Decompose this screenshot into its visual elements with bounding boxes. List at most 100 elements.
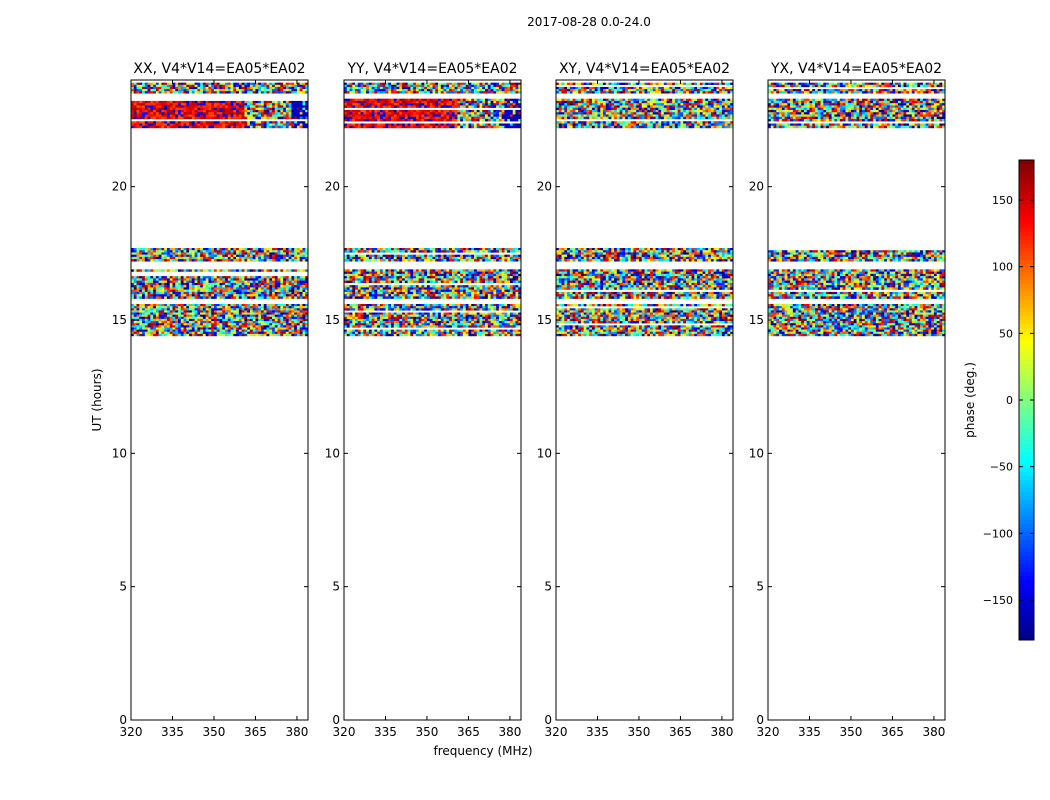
phase-cell [200, 256, 204, 260]
phase-cell [227, 294, 231, 297]
phase-cell [410, 248, 414, 251]
phase-cell [391, 312, 395, 315]
phase-cell [296, 123, 301, 126]
phase-cell [183, 269, 187, 272]
phase-cell [388, 316, 392, 320]
phase-cell [404, 304, 408, 307]
phase-cell [487, 248, 491, 251]
phase-cell [269, 312, 273, 315]
phase-cell [385, 278, 389, 281]
phase-cell [263, 89, 267, 92]
phase-cell [501, 333, 505, 337]
phase-cell [131, 312, 135, 315]
phase-cell [449, 294, 453, 297]
phase-cell [396, 250, 400, 253]
phase-cell [274, 285, 278, 288]
phase-cell [230, 278, 234, 281]
phase-cell [291, 312, 295, 315]
phase-cell [266, 125, 270, 129]
phase-cell [244, 123, 248, 126]
phase-cell [377, 256, 381, 260]
phase-cell [236, 254, 240, 258]
phase-cell [249, 278, 253, 281]
phase-cell [440, 269, 444, 272]
phase-cell [211, 107, 215, 111]
phase-cell [197, 107, 201, 111]
phase-cell [451, 318, 455, 322]
phase-cell [147, 121, 151, 124]
phase-cell [236, 291, 240, 295]
phase-cell [219, 114, 223, 117]
phase-cell [252, 310, 256, 313]
phase-cell [371, 329, 375, 332]
phase-cell [460, 273, 464, 277]
phase-cell [249, 306, 253, 309]
phase-cell [191, 86, 195, 90]
phase-cell [133, 321, 137, 324]
phase-cell [296, 84, 301, 88]
phase-cell [424, 321, 428, 324]
phase-cell [260, 294, 265, 297]
phase-cell [391, 269, 395, 272]
phase-cell [443, 271, 447, 275]
phase-cell [280, 323, 284, 326]
phase-cell [263, 291, 267, 295]
phase-cell [211, 325, 215, 328]
phase-cell [164, 308, 168, 311]
phase-cell [222, 318, 226, 322]
phase-cell [274, 82, 278, 85]
phase-cell [200, 109, 204, 113]
phase-cell [518, 323, 522, 326]
phase-cell [158, 125, 162, 129]
phase-cell [368, 248, 372, 251]
phase-cell [191, 84, 195, 88]
phase-cell [153, 316, 157, 320]
phase-cell [227, 318, 231, 322]
phase-cell [454, 271, 458, 275]
phase-cell [302, 125, 306, 129]
phase-cell [269, 318, 273, 322]
phase-cell [150, 121, 154, 124]
phase-cell [222, 282, 226, 286]
phase-cell [280, 278, 284, 281]
phase-cell [355, 250, 359, 253]
phase-cell [238, 256, 242, 260]
phase-cell [460, 296, 464, 299]
phase-cell [233, 323, 237, 326]
phase-cell [391, 285, 395, 288]
phase-cell [515, 248, 519, 251]
phase-cell [197, 312, 201, 315]
phase-cell [504, 308, 508, 311]
phase-cell [194, 276, 198, 279]
phase-cell [258, 91, 262, 94]
phase-cell [426, 269, 431, 272]
phase-cell [205, 105, 209, 108]
phase-cell [352, 294, 356, 297]
phase-cell [457, 316, 461, 320]
phase-cell [219, 254, 223, 258]
phase-cell [421, 254, 425, 258]
phase-cell [258, 280, 262, 284]
phase-cell [402, 287, 406, 290]
phase-cell [213, 294, 218, 297]
phase-cell [225, 250, 229, 253]
phase-cell [249, 323, 253, 326]
phase-cell [296, 325, 301, 328]
x-tick-label: 335 [161, 725, 184, 739]
phase-cell [415, 294, 419, 297]
phase-cell [247, 282, 251, 286]
phase-cell [164, 314, 168, 317]
phase-cell [482, 287, 486, 290]
phase-cell [410, 304, 414, 307]
phase-cell [189, 100, 193, 104]
phase-cell [222, 285, 226, 288]
phase-cell [490, 312, 494, 315]
phase-cell [285, 278, 289, 281]
phase-cell [296, 304, 301, 307]
phase-cell [366, 289, 370, 293]
phase-cell [205, 294, 209, 297]
phase-cell [189, 269, 193, 272]
phase-cell [197, 116, 201, 120]
phase-cell [274, 254, 278, 258]
phase-cell [396, 294, 400, 297]
